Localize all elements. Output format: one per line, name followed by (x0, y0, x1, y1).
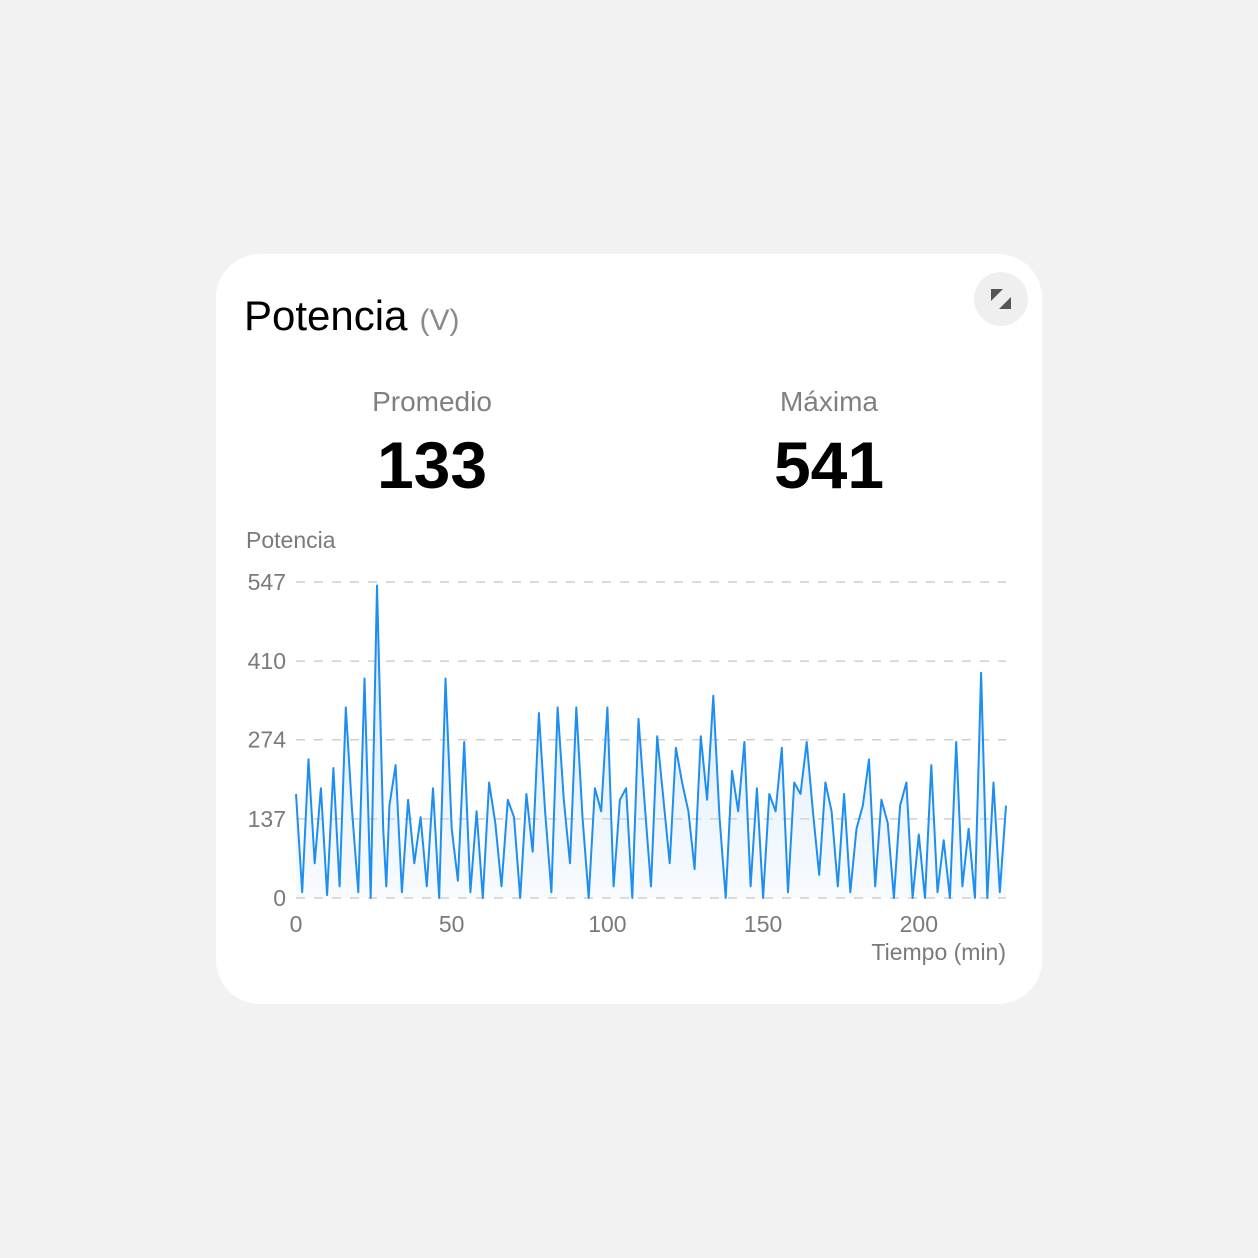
chart-svg: Potencia 0 137 274 410 547 0 50 100 150 200Tiempo … (246, 527, 1007, 965)
expand-button[interactable] (974, 272, 1028, 326)
power-card: Potencia (V) Promedio 133 Máxima 541 Pot… (216, 254, 1042, 1004)
average-value: 133 (376, 428, 488, 502)
series-area (296, 585, 1006, 898)
power-chart: Potencia 0 137 274 410 547 0 50 100 150 200 Tiempo … (216, 524, 1042, 974)
y-tick-label: 274 (248, 727, 287, 753)
average-label: Promedio (372, 386, 492, 417)
y-tick-label: 410 (248, 648, 286, 674)
x-tick-label: 200 (900, 911, 938, 937)
average-stat: Promedio 133 (282, 384, 582, 504)
series-line (295, 584, 1007, 899)
x-tick-label: 100 (588, 911, 626, 937)
x-tick-label: 150 (744, 911, 782, 937)
y-tick-label: 137 (248, 806, 286, 832)
x-tick-label: 50 (439, 911, 465, 937)
card-unit: (V) (419, 304, 460, 337)
x-tick-label: 0 (290, 911, 303, 937)
card-header: Potencia (V) (244, 292, 459, 340)
max-label: Máxima (779, 386, 878, 417)
y-tick-label: 0 (273, 885, 286, 911)
y-tick-label: 547 (248, 569, 286, 595)
expand-icon (991, 289, 1011, 309)
card-title: Potencia (244, 292, 408, 339)
x-axis-label: Tiempo (min) (871, 939, 1006, 965)
y-axis-label: Potencia (246, 527, 336, 553)
max-stat: Máxima 541 (679, 384, 979, 504)
max-value: 541 (773, 428, 885, 502)
